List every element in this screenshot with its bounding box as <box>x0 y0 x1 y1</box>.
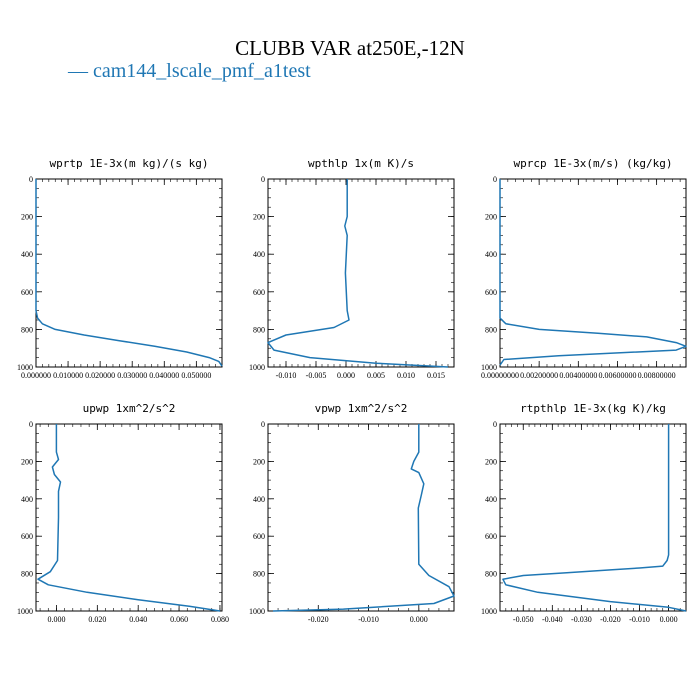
x-tick-label: 0.080 <box>211 615 229 624</box>
y-tick-label: 1000 <box>17 607 33 616</box>
y-tick-label: 600 <box>253 288 265 297</box>
x-tick-label: 0.005 <box>367 371 385 380</box>
plot-frame <box>35 178 223 368</box>
panel-5: vpwp 1xm^2/s^2 0 200 400 600 800 1000 -0.020 -0.… <box>249 402 455 624</box>
y-tick-label: 1000 <box>17 363 33 372</box>
x-tick-label: 0.000 <box>410 615 428 624</box>
x-tick-label: 0.00000000 <box>481 371 519 380</box>
series-line <box>35 179 223 367</box>
y-tick-label: 600 <box>21 532 33 541</box>
y-tick-label: 800 <box>253 570 265 579</box>
x-tick-label: 0.00200000 <box>520 371 558 380</box>
y-tick-label: 0 <box>261 420 265 429</box>
y-tick-label: 800 <box>21 570 33 579</box>
panel-2: wpthlp 1x(m K)/s 0 200 400 600 800 1000 -0.010-… <box>249 157 455 380</box>
y-tick-label: 1000 <box>249 607 265 616</box>
x-tick-label: 0.000 <box>660 615 678 624</box>
panel-title: wpthlp 1x(m K)/s <box>308 157 414 170</box>
x-tick-label: -0.010 <box>276 371 297 380</box>
y-tick-label: 0 <box>29 420 33 429</box>
y-tick-label: 1000 <box>481 363 497 372</box>
x-tick-label: 0.00400000 <box>559 371 597 380</box>
y-tick-label: 0 <box>261 175 265 184</box>
panel-title: rtpthlp 1E-3x(kg K)/kg <box>520 402 666 415</box>
panel-3: wprcp 1E-3x(m/s) (kg/kg) 0 200 400 600 800 100… <box>481 157 687 380</box>
x-tick-label: -0.020 <box>308 615 329 624</box>
panel-title: wprcp 1E-3x(m/s) (kg/kg) <box>514 157 673 170</box>
series-line <box>502 424 687 612</box>
y-tick-label: 400 <box>253 250 265 259</box>
y-tick-label: 200 <box>253 213 265 222</box>
y-tick-label: 400 <box>21 495 33 504</box>
figure-title: CLUBB VAR at250E,-12N <box>235 36 465 60</box>
x-tick-label: 0.040 <box>129 615 147 624</box>
y-tick-label: 400 <box>253 495 265 504</box>
panel-title: upwp 1xm^2/s^2 <box>83 402 176 415</box>
y-tick-label: 0 <box>29 175 33 184</box>
x-tick-label: 0.00800000 <box>638 371 676 380</box>
x-tick-label: 0.000000 <box>21 371 51 380</box>
x-tick-label: 0.050000 <box>181 371 211 380</box>
x-tick-label: -0.040 <box>542 615 563 624</box>
y-tick-label: 600 <box>253 532 265 541</box>
x-tick-label: 0.000 <box>337 371 355 380</box>
y-tick-label: 0 <box>493 175 497 184</box>
x-tick-label: -0.005 <box>306 371 327 380</box>
y-tick-label: 200 <box>485 213 497 222</box>
x-tick-label: 0.010000 <box>53 371 83 380</box>
x-tick-label: -0.020 <box>600 615 621 624</box>
y-tick-label: 1000 <box>481 607 497 616</box>
panel-1: wprtp 1E-3x(m kg)/(s kg) 0 200 400 600 800 100… <box>17 157 223 380</box>
plot-frame <box>35 423 223 612</box>
plot-frame <box>267 423 455 612</box>
y-tick-label: 200 <box>485 457 497 466</box>
y-tick-label: 200 <box>21 213 33 222</box>
x-tick-label: 0.020000 <box>85 371 115 380</box>
x-tick-label: 0.020 <box>88 615 106 624</box>
y-tick-label: 400 <box>485 250 497 259</box>
x-tick-label: 0.030000 <box>117 371 147 380</box>
y-tick-label: 400 <box>485 495 497 504</box>
x-tick-label: 0.00600000 <box>598 371 636 380</box>
y-tick-label: 0 <box>493 420 497 429</box>
legend-label: cam144_lscale_pmf_a1test <box>93 60 311 82</box>
x-tick-label: 0.060 <box>170 615 188 624</box>
y-tick-label: 1000 <box>249 363 265 372</box>
y-tick-label: 200 <box>253 457 265 466</box>
x-tick-label: 0.040000 <box>149 371 179 380</box>
panel-6: rtpthlp 1E-3x(kg K)/kg 0 200 400 600 800 1000 -… <box>481 402 687 624</box>
y-tick-label: 600 <box>21 288 33 297</box>
legend: — cam144_lscale_pmf_a1test <box>68 60 311 83</box>
legend-marker: — <box>68 60 88 82</box>
y-tick-label: 400 <box>21 250 33 259</box>
series-line <box>37 424 221 612</box>
x-tick-label: 0.010 <box>397 371 415 380</box>
plot-frame <box>267 178 455 368</box>
series-line <box>272 424 455 612</box>
panel-title: vpwp 1xm^2/s^2 <box>315 402 408 415</box>
y-tick-label: 800 <box>485 570 497 579</box>
plot-frame <box>499 423 687 612</box>
x-tick-label: -0.010 <box>358 615 379 624</box>
panel-title: wprtp 1E-3x(m kg)/(s kg) <box>50 157 209 170</box>
series-line <box>267 179 449 368</box>
x-tick-label: 0.000 <box>47 615 65 624</box>
y-tick-label: 600 <box>485 288 497 297</box>
y-tick-label: 600 <box>485 532 497 541</box>
y-tick-label: 800 <box>485 325 497 334</box>
x-tick-label: -0.030 <box>571 615 592 624</box>
y-tick-label: 800 <box>21 325 33 334</box>
y-tick-label: 800 <box>253 325 265 334</box>
y-tick-label: 200 <box>21 457 33 466</box>
x-tick-label: 0.015 <box>427 371 445 380</box>
panel-4: upwp 1xm^2/s^2 0 200 400 600 800 1000 0.000 0.02… <box>17 402 229 624</box>
x-tick-label: -0.010 <box>629 615 650 624</box>
x-tick-label: -0.050 <box>513 615 534 624</box>
series-line <box>499 179 687 366</box>
